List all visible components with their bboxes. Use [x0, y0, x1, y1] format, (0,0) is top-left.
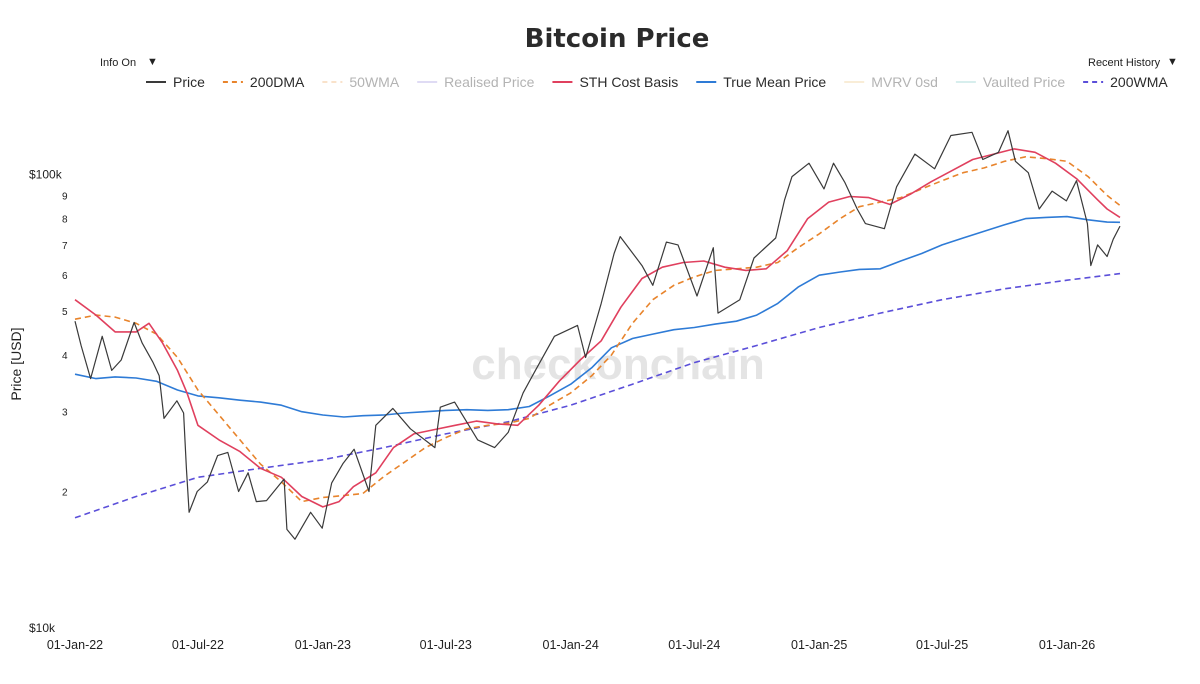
y-tick-label: 5	[62, 307, 68, 318]
y-tick-label: 9	[62, 191, 68, 202]
plot-area	[74, 130, 1121, 540]
x-tick-label: 01-Jan-23	[295, 638, 351, 652]
y-tick-label: $10k	[29, 621, 56, 635]
legend-label: Vaulted Price	[983, 74, 1065, 90]
legend-label: MVRV 0sd	[871, 74, 938, 90]
x-tick-label: 01-Jul-23	[420, 638, 472, 652]
legend-item-50wma[interactable]: 50WMA	[322, 74, 400, 90]
legend: Price 200DMA 50WMA Realised Price STH Cost B…	[146, 74, 1168, 90]
series-line-price	[74, 130, 1121, 540]
legend-label: Realised Price	[444, 74, 534, 90]
x-tick-label: 01-Jul-22	[172, 638, 224, 652]
series-line-sth-cost-basis	[74, 148, 1121, 508]
x-tick-label: 01-Jan-25	[791, 638, 847, 652]
legend-label: True Mean Price	[723, 74, 826, 90]
history-dropdown[interactable]: Recent History ▼	[1088, 56, 1178, 69]
y-tick-label: 2	[62, 488, 68, 499]
x-tick-label: 01-Jul-25	[916, 638, 968, 652]
y-tick-label: 8	[62, 215, 68, 226]
legend-item-price[interactable]: Price	[146, 74, 205, 90]
y-tick-label: 4	[62, 351, 68, 362]
legend-label: Price	[173, 74, 205, 90]
legend-label: 200DMA	[250, 74, 305, 90]
x-tick-label: 01-Jan-26	[1039, 638, 1095, 652]
legend-item-mvrv-0sd[interactable]: MVRV 0sd	[844, 74, 938, 90]
x-tick-label: 01-Jan-24	[543, 638, 599, 652]
x-tick-label: 01-Jan-22	[47, 638, 103, 652]
x-axis: 01-Jan-22 01-Jul-22 01-Jan-23 01-Jul-23 01-J…	[47, 638, 1095, 652]
history-caret-icon: ▼	[1167, 56, 1178, 68]
legend-item-200dma[interactable]: 200DMA	[222, 74, 305, 90]
legend-item-vaulted-price[interactable]: Vaulted Price	[955, 74, 1065, 90]
y-axis-label: Price [USD]	[8, 327, 24, 400]
y-tick-label: 6	[62, 271, 68, 282]
info-toggle-label: Info On	[100, 57, 136, 69]
y-tick-label: 7	[62, 241, 68, 252]
watermark: checkonchain	[471, 340, 764, 389]
y-tick-label: 3	[62, 408, 68, 419]
series-line-true-mean-price	[74, 215, 1121, 418]
series-line-200wma	[74, 272, 1121, 519]
legend-item-realised-price[interactable]: Realised Price	[417, 74, 535, 90]
y-axis: $10k 2 3 4 5 6 7 8 9 $100k	[29, 168, 68, 635]
info-caret-icon: ▼	[147, 56, 158, 68]
legend-item-200wma[interactable]: 200WMA	[1083, 74, 1168, 90]
history-dropdown-label: Recent History	[1088, 57, 1161, 69]
x-tick-label: 01-Jul-24	[668, 638, 720, 652]
legend-label: 200WMA	[1110, 74, 1168, 90]
info-toggle[interactable]: Info On ▼	[100, 56, 158, 69]
y-tick-label: $100k	[29, 168, 63, 182]
legend-item-true-mean-price[interactable]: True Mean Price	[696, 74, 826, 90]
legend-item-sth-cost-basis[interactable]: STH Cost Basis	[552, 74, 678, 90]
legend-label: STH Cost Basis	[579, 74, 678, 90]
chart-title: Bitcoin Price	[525, 24, 710, 54]
legend-label: 50WMA	[349, 74, 399, 90]
